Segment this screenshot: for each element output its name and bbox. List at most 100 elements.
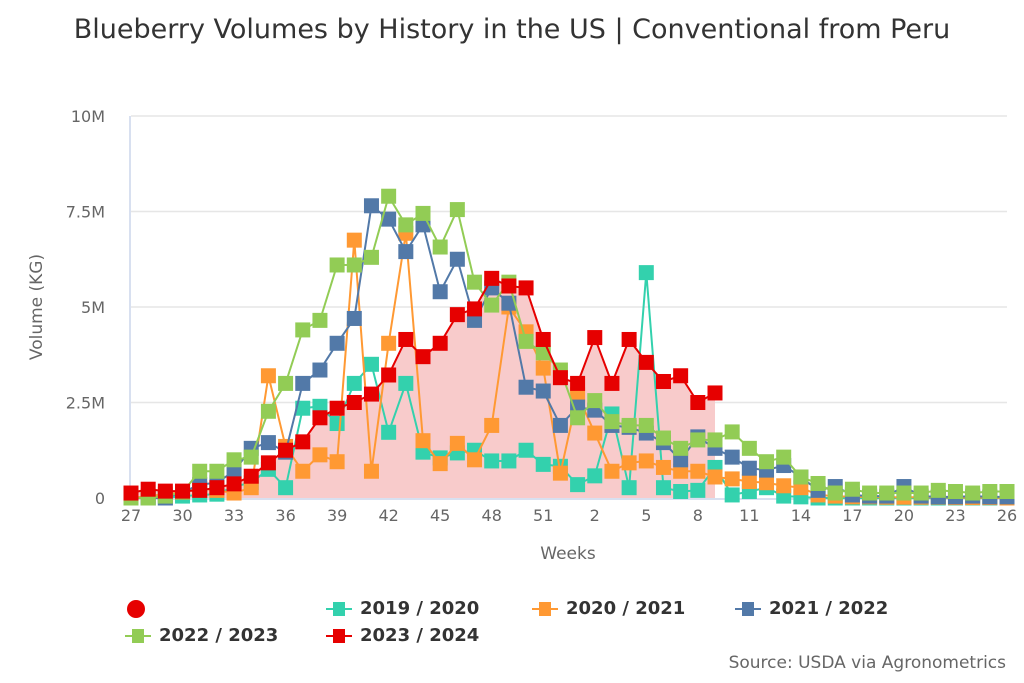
data-point <box>415 433 431 449</box>
data-point <box>638 453 654 469</box>
data-point <box>673 452 689 468</box>
data-point <box>329 257 345 273</box>
data-point <box>690 395 706 410</box>
data-point <box>913 485 929 501</box>
data-point <box>260 455 276 471</box>
x-tick-label: 27 <box>121 506 141 525</box>
data-point <box>690 482 706 498</box>
x-tick-label: 30 <box>172 506 192 525</box>
data-point <box>535 331 551 347</box>
data-point <box>793 469 809 485</box>
data-point <box>329 335 345 351</box>
legend-label: 2020 / 2021 <box>566 598 686 619</box>
data-point <box>278 480 294 496</box>
legend-item-2022-2023[interactable]: 2022 / 2023 <box>125 625 278 646</box>
data-point <box>243 468 259 484</box>
data-point <box>707 432 723 448</box>
data-point <box>329 400 345 416</box>
data-point <box>192 463 208 479</box>
data-point <box>501 278 517 294</box>
data-point <box>621 455 637 471</box>
data-point <box>587 425 603 441</box>
data-point <box>501 453 517 469</box>
x-tick-label: 20 <box>894 506 914 525</box>
data-point <box>604 463 620 479</box>
legend-item-2021-2022[interactable]: 2021 / 2022 <box>735 598 888 619</box>
data-point <box>810 475 826 491</box>
x-tick-label: 5 <box>641 506 651 525</box>
data-point <box>363 249 379 265</box>
data-point <box>724 487 740 503</box>
data-point <box>381 335 397 351</box>
data-point <box>381 367 397 383</box>
data-point <box>879 485 895 501</box>
data-point <box>295 434 311 450</box>
data-point <box>965 485 981 501</box>
legend-label: 2022 / 2023 <box>159 625 279 646</box>
legend-square-marker-icon <box>125 628 151 643</box>
data-point <box>570 375 586 391</box>
data-point <box>673 368 689 384</box>
data-point <box>552 465 568 481</box>
data-point <box>673 463 689 479</box>
data-point <box>638 354 654 370</box>
legend-item-2020-2021[interactable]: 2020 / 2021 <box>532 598 685 619</box>
source-note: Source: USDA via Agronometrics <box>728 653 1006 673</box>
legend-item-2019-2020[interactable]: 2019 / 2020 <box>326 598 479 619</box>
data-point <box>312 312 328 328</box>
series-line <box>131 193 1007 499</box>
data-point <box>552 417 568 433</box>
data-point <box>587 393 603 409</box>
series-area <box>131 278 715 498</box>
data-point <box>570 477 586 493</box>
data-point <box>398 375 414 391</box>
data-point <box>363 463 379 479</box>
data-point <box>175 483 191 499</box>
data-point <box>759 454 775 470</box>
data-point <box>312 362 328 378</box>
data-point <box>243 449 259 465</box>
data-point <box>415 349 431 365</box>
data-point <box>638 265 654 281</box>
data-point <box>295 375 311 391</box>
data-point <box>295 463 311 479</box>
data-point <box>570 387 586 403</box>
data-point <box>484 417 500 433</box>
data-point <box>432 456 448 472</box>
y-tick-label: 0 <box>95 489 105 508</box>
data-point <box>209 463 225 479</box>
series-line <box>131 272 1007 499</box>
data-point <box>501 295 517 311</box>
data-point <box>690 432 706 448</box>
data-point <box>432 284 448 300</box>
data-point <box>329 454 345 470</box>
data-point <box>484 453 500 469</box>
data-point <box>552 370 568 386</box>
data-point <box>707 469 723 485</box>
legend-item-hidden-series[interactable] <box>125 598 155 620</box>
legend-square-marker-icon <box>326 628 352 643</box>
data-point <box>776 449 792 465</box>
data-point <box>260 368 276 384</box>
data-point <box>312 410 328 426</box>
data-point <box>827 485 843 501</box>
series-line <box>130 233 1008 499</box>
legend-item-2023-2024[interactable]: 2023 / 2024 <box>326 625 479 646</box>
data-point <box>484 297 500 313</box>
data-point <box>930 482 946 498</box>
data-point <box>587 330 603 346</box>
data-point <box>346 232 362 248</box>
data-point <box>363 198 379 214</box>
data-point <box>295 400 311 416</box>
data-point <box>449 202 465 218</box>
x-tick-label: 2 <box>590 506 600 525</box>
data-point <box>655 430 671 446</box>
data-point <box>415 205 431 221</box>
data-point <box>226 452 242 468</box>
data-point <box>518 280 534 296</box>
x-tick-label: 45 <box>430 506 450 525</box>
series-2023-2024 <box>123 270 723 501</box>
x-tick-label: 48 <box>482 506 502 525</box>
data-point <box>535 456 551 472</box>
data-point <box>226 463 242 479</box>
